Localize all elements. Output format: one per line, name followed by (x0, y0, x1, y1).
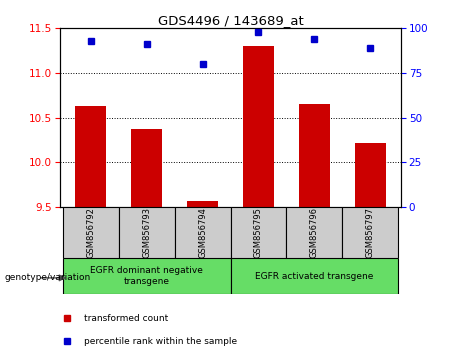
Bar (299, 104, 330, 207)
Bar (75, 106, 106, 207)
Text: GSM856796: GSM856796 (310, 207, 319, 258)
Text: EGFR dominant negative
transgene: EGFR dominant negative transgene (90, 267, 203, 286)
Text: EGFR activated transgene: EGFR activated transgene (255, 272, 373, 281)
Text: GSM856793: GSM856793 (142, 207, 151, 258)
Bar (63, 207, 118, 258)
Bar (118, 207, 175, 258)
Bar (187, 201, 218, 207)
Bar (343, 207, 398, 258)
Text: genotype/variation: genotype/variation (5, 273, 91, 282)
Text: transformed count: transformed count (84, 314, 168, 323)
Text: GSM856792: GSM856792 (86, 207, 95, 258)
Text: GSM856795: GSM856795 (254, 207, 263, 258)
Text: percentile rank within the sample: percentile rank within the sample (84, 337, 237, 346)
Text: GSM856794: GSM856794 (198, 207, 207, 258)
Bar (230, 207, 286, 258)
Bar (230, 258, 398, 294)
Bar (355, 143, 386, 207)
Bar (63, 258, 230, 294)
Title: GDS4496 / 143689_at: GDS4496 / 143689_at (158, 14, 303, 27)
Bar (286, 207, 343, 258)
Text: GSM856797: GSM856797 (366, 207, 375, 258)
Bar (243, 46, 274, 207)
Bar (131, 129, 162, 207)
Bar (175, 207, 230, 258)
